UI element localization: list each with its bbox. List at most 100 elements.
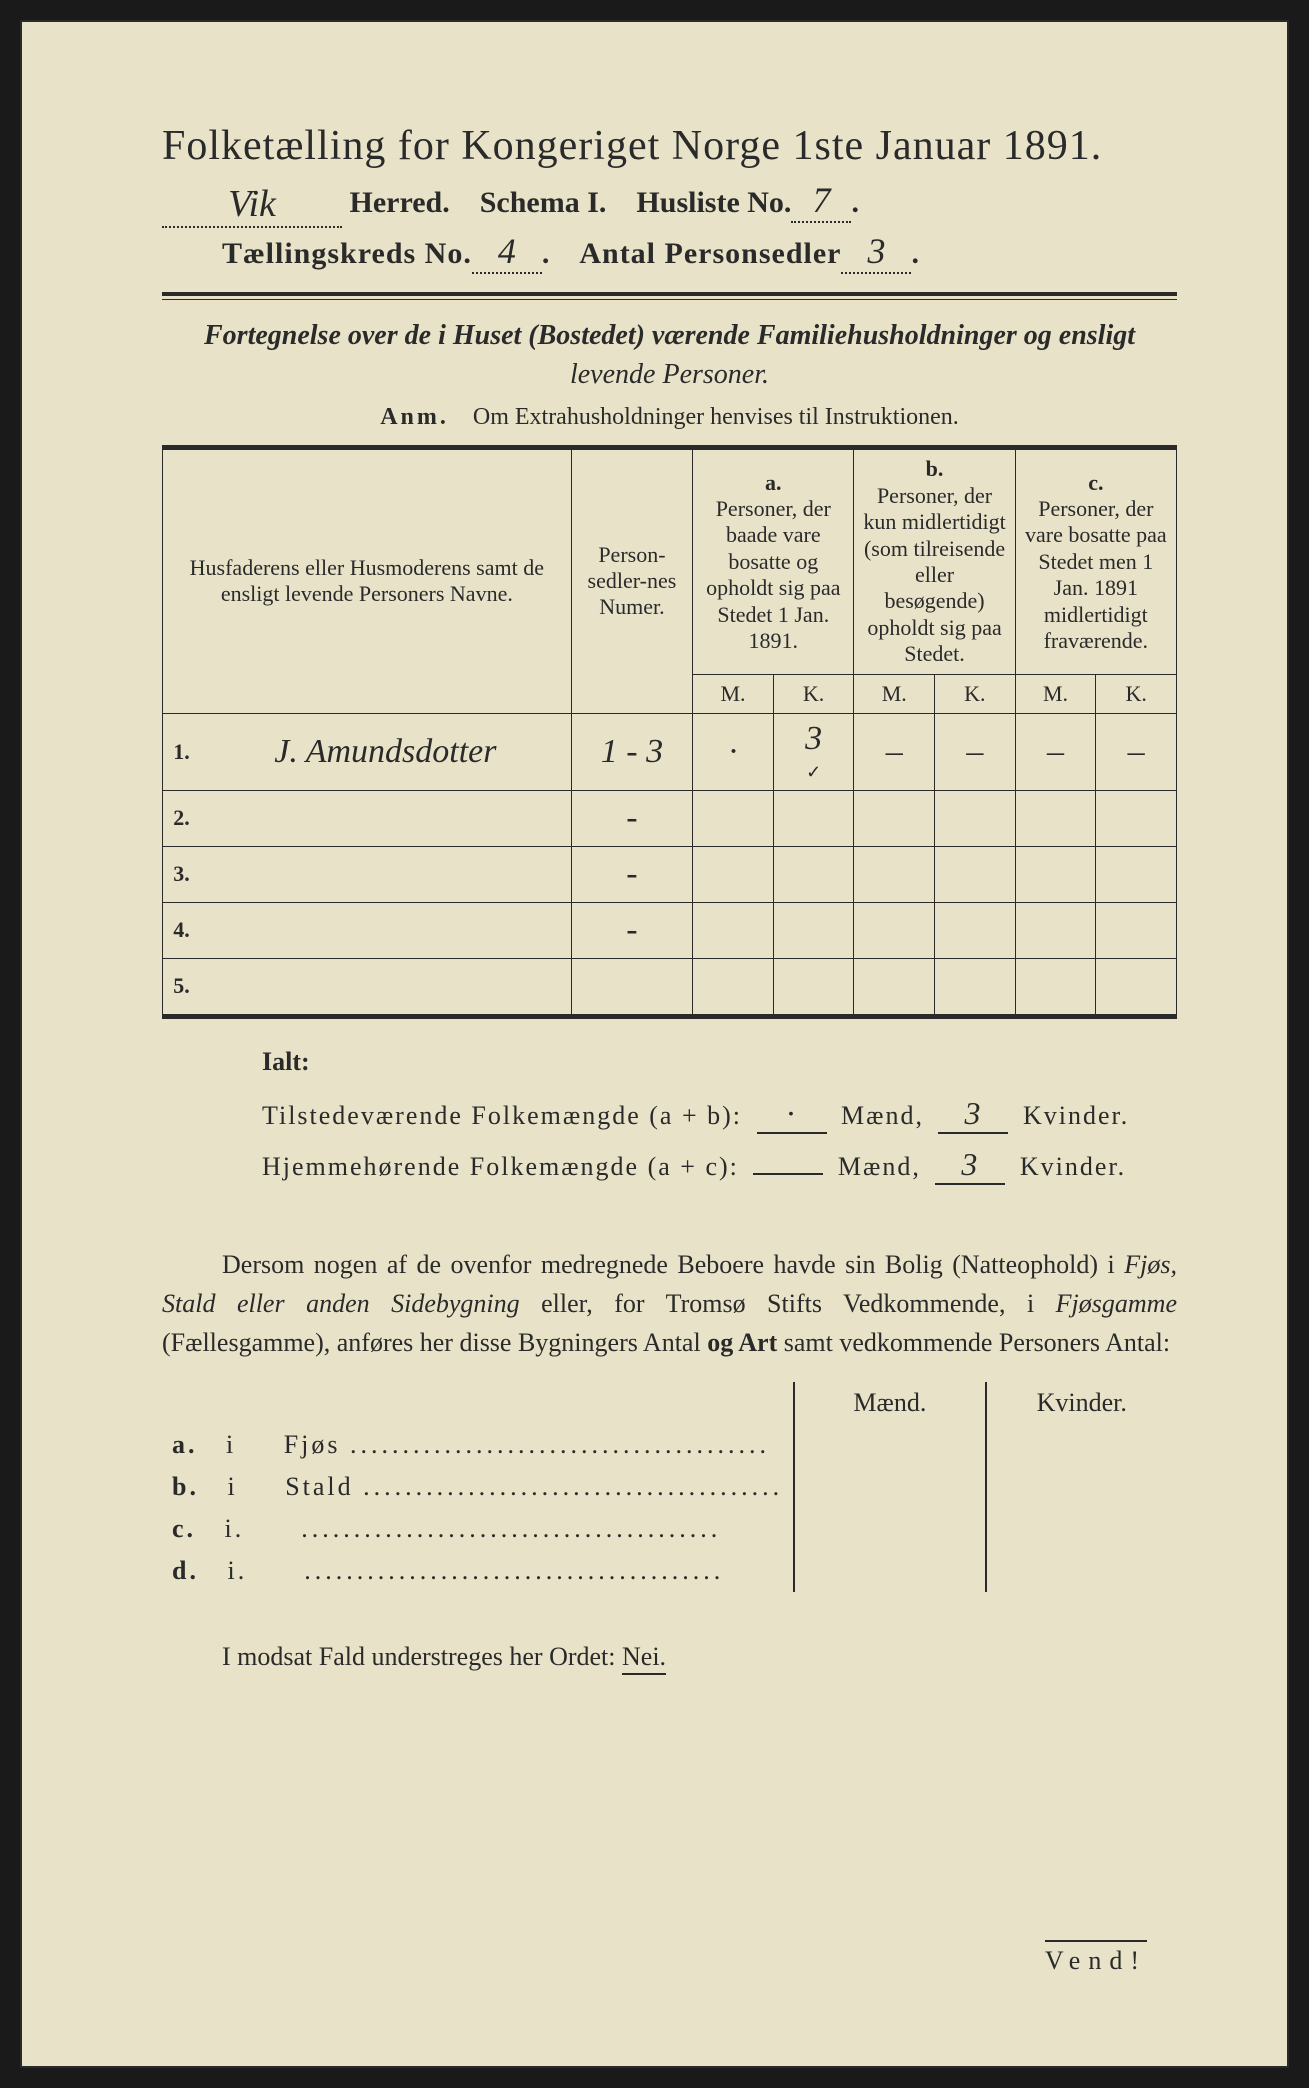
mk-row: a. i Fjøs (162, 1424, 1177, 1466)
a-k-cell (773, 902, 854, 958)
census-form-page: Folketælling for Kongeriget Norge 1ste J… (20, 20, 1289, 2068)
table-row: 3. - (163, 846, 1177, 902)
col-c-k: K. (1096, 674, 1177, 713)
c-k-cell (1096, 846, 1177, 902)
num-cell: - (571, 846, 693, 902)
mk-kvinder-cell (986, 1550, 1177, 1592)
personsedler-label: Antal Personsedler (579, 237, 841, 271)
name-cell (200, 902, 571, 958)
main-table-wrap: Husfaderens eller Husmoderens samt de en… (162, 445, 1177, 1018)
a-k-cell (773, 958, 854, 1014)
mk-row: d. i. (162, 1550, 1177, 1592)
b-m-cell: – (854, 713, 935, 790)
name-cell: J. Amundsdotter (200, 713, 571, 790)
name-cell (200, 958, 571, 1014)
schema-label: Schema I. (480, 186, 607, 220)
col-header-name: Husfaderens eller Husmoderens samt de en… (163, 450, 572, 713)
subtitle: Fortegnelse over de i Huset (Bostedet) v… (162, 316, 1177, 394)
b-k-cell (935, 790, 1016, 846)
col-a-m: M. (693, 674, 774, 713)
a-k-cell (773, 790, 854, 846)
mk-kvinder-cell (986, 1508, 1177, 1550)
ialt-line-1: Tilstedeværende Folkemængde (a + b): · M… (262, 1095, 1177, 1134)
ialt-title: Ialt: (262, 1047, 1177, 1077)
mk-kvinder-cell (986, 1466, 1177, 1508)
col-c-m: M. (1015, 674, 1096, 713)
kreds-label: Tællingskreds No. (222, 237, 472, 271)
name-cell (200, 846, 571, 902)
b-m-cell (854, 790, 935, 846)
a-m-cell: · (693, 713, 774, 790)
row-number: 5. (163, 958, 201, 1014)
a-m-cell (693, 846, 774, 902)
c-k-cell: – (1096, 713, 1177, 790)
ialt-block: Ialt: Tilstedeværende Folkemængde (a + b… (162, 1047, 1177, 1185)
col-header-c: c. Personer, der vare bosatte paa Stedet… (1015, 450, 1176, 674)
kreds-value: 4 (472, 230, 542, 274)
ialt-2-k: 3 (935, 1146, 1005, 1185)
main-table: Husfaderens eller Husmoderens samt de en… (162, 449, 1177, 1014)
row-number: 4. (163, 902, 201, 958)
a-k-cell (773, 846, 854, 902)
b-k-cell (935, 958, 1016, 1014)
table-row: 4. - (163, 902, 1177, 958)
a-m-cell (693, 958, 774, 1014)
c-m-cell (1015, 846, 1096, 902)
num-cell: 1 - 3 (571, 713, 693, 790)
num-cell: - (571, 902, 693, 958)
a-m-cell (693, 790, 774, 846)
b-m-cell (854, 902, 935, 958)
header-row-1: Vik Herred. Schema I. Husliste No. 7 . (162, 178, 1177, 224)
name-cell (200, 790, 571, 846)
page-title: Folketælling for Kongeriget Norge 1ste J… (162, 122, 1177, 170)
c-k-cell (1096, 902, 1177, 958)
paragraph-note: Dersom nogen af de ovenfor medregnede Be… (162, 1245, 1177, 1362)
divider (162, 292, 1177, 300)
husliste-label: Husliste No. (636, 186, 791, 220)
mk-table: Mænd. Kvinder. a. i Fjøs b. i Stald c. i… (162, 1382, 1177, 1592)
num-cell: - (571, 790, 693, 846)
col-header-num: Person-sedler-nes Numer. (571, 450, 693, 713)
mk-maend-head: Mænd. (794, 1382, 985, 1424)
vend-label: Vend! (1045, 1940, 1147, 1976)
mk-row: c. i. (162, 1508, 1177, 1550)
mk-label-cell: c. i. (162, 1508, 794, 1550)
nei-word: Nei. (622, 1642, 666, 1675)
b-k-cell: – (935, 713, 1016, 790)
row-number: 1. (163, 713, 201, 790)
b-m-cell (854, 958, 935, 1014)
ialt-1-m: · (757, 1095, 827, 1134)
husliste-value: 7 (791, 179, 851, 223)
c-k-cell (1096, 958, 1177, 1014)
a-k-cell: 3✓ (773, 713, 854, 790)
header-row-2: Tællingskreds No. 4 . Antal Personsedler… (162, 230, 1177, 274)
table-row: 5. (163, 958, 1177, 1014)
mk-maend-cell (794, 1508, 985, 1550)
mk-label-cell: b. i Stald (162, 1466, 794, 1508)
col-b-k: K. (935, 674, 1016, 713)
table-row: 2. - (163, 790, 1177, 846)
col-header-b: b. Personer, der kun midlertidigt (som t… (854, 450, 1015, 674)
mk-maend-cell (794, 1550, 985, 1592)
c-k-cell (1096, 790, 1177, 846)
col-a-k: K. (773, 674, 854, 713)
mk-maend-cell (794, 1424, 985, 1466)
col-header-a: a. Personer, der baade vare bosatte og o… (693, 450, 854, 674)
c-m-cell (1015, 902, 1096, 958)
nei-line: I modsat Fald understreges her Ordet: Ne… (162, 1642, 1177, 1672)
ialt-2-m (753, 1173, 823, 1175)
mk-kvinder-cell (986, 1424, 1177, 1466)
col-b-m: M. (854, 674, 935, 713)
c-m-cell (1015, 958, 1096, 1014)
mk-label-cell: d. i. (162, 1550, 794, 1592)
c-m-cell (1015, 790, 1096, 846)
b-k-cell (935, 902, 1016, 958)
row-number: 2. (163, 790, 201, 846)
herred-field: Vik (162, 182, 342, 228)
herred-label: Herred. (350, 186, 450, 220)
num-cell (571, 958, 693, 1014)
mk-kvinder-head: Kvinder. (986, 1382, 1177, 1424)
mk-row: b. i Stald (162, 1466, 1177, 1508)
b-m-cell (854, 846, 935, 902)
mk-maend-cell (794, 1466, 985, 1508)
